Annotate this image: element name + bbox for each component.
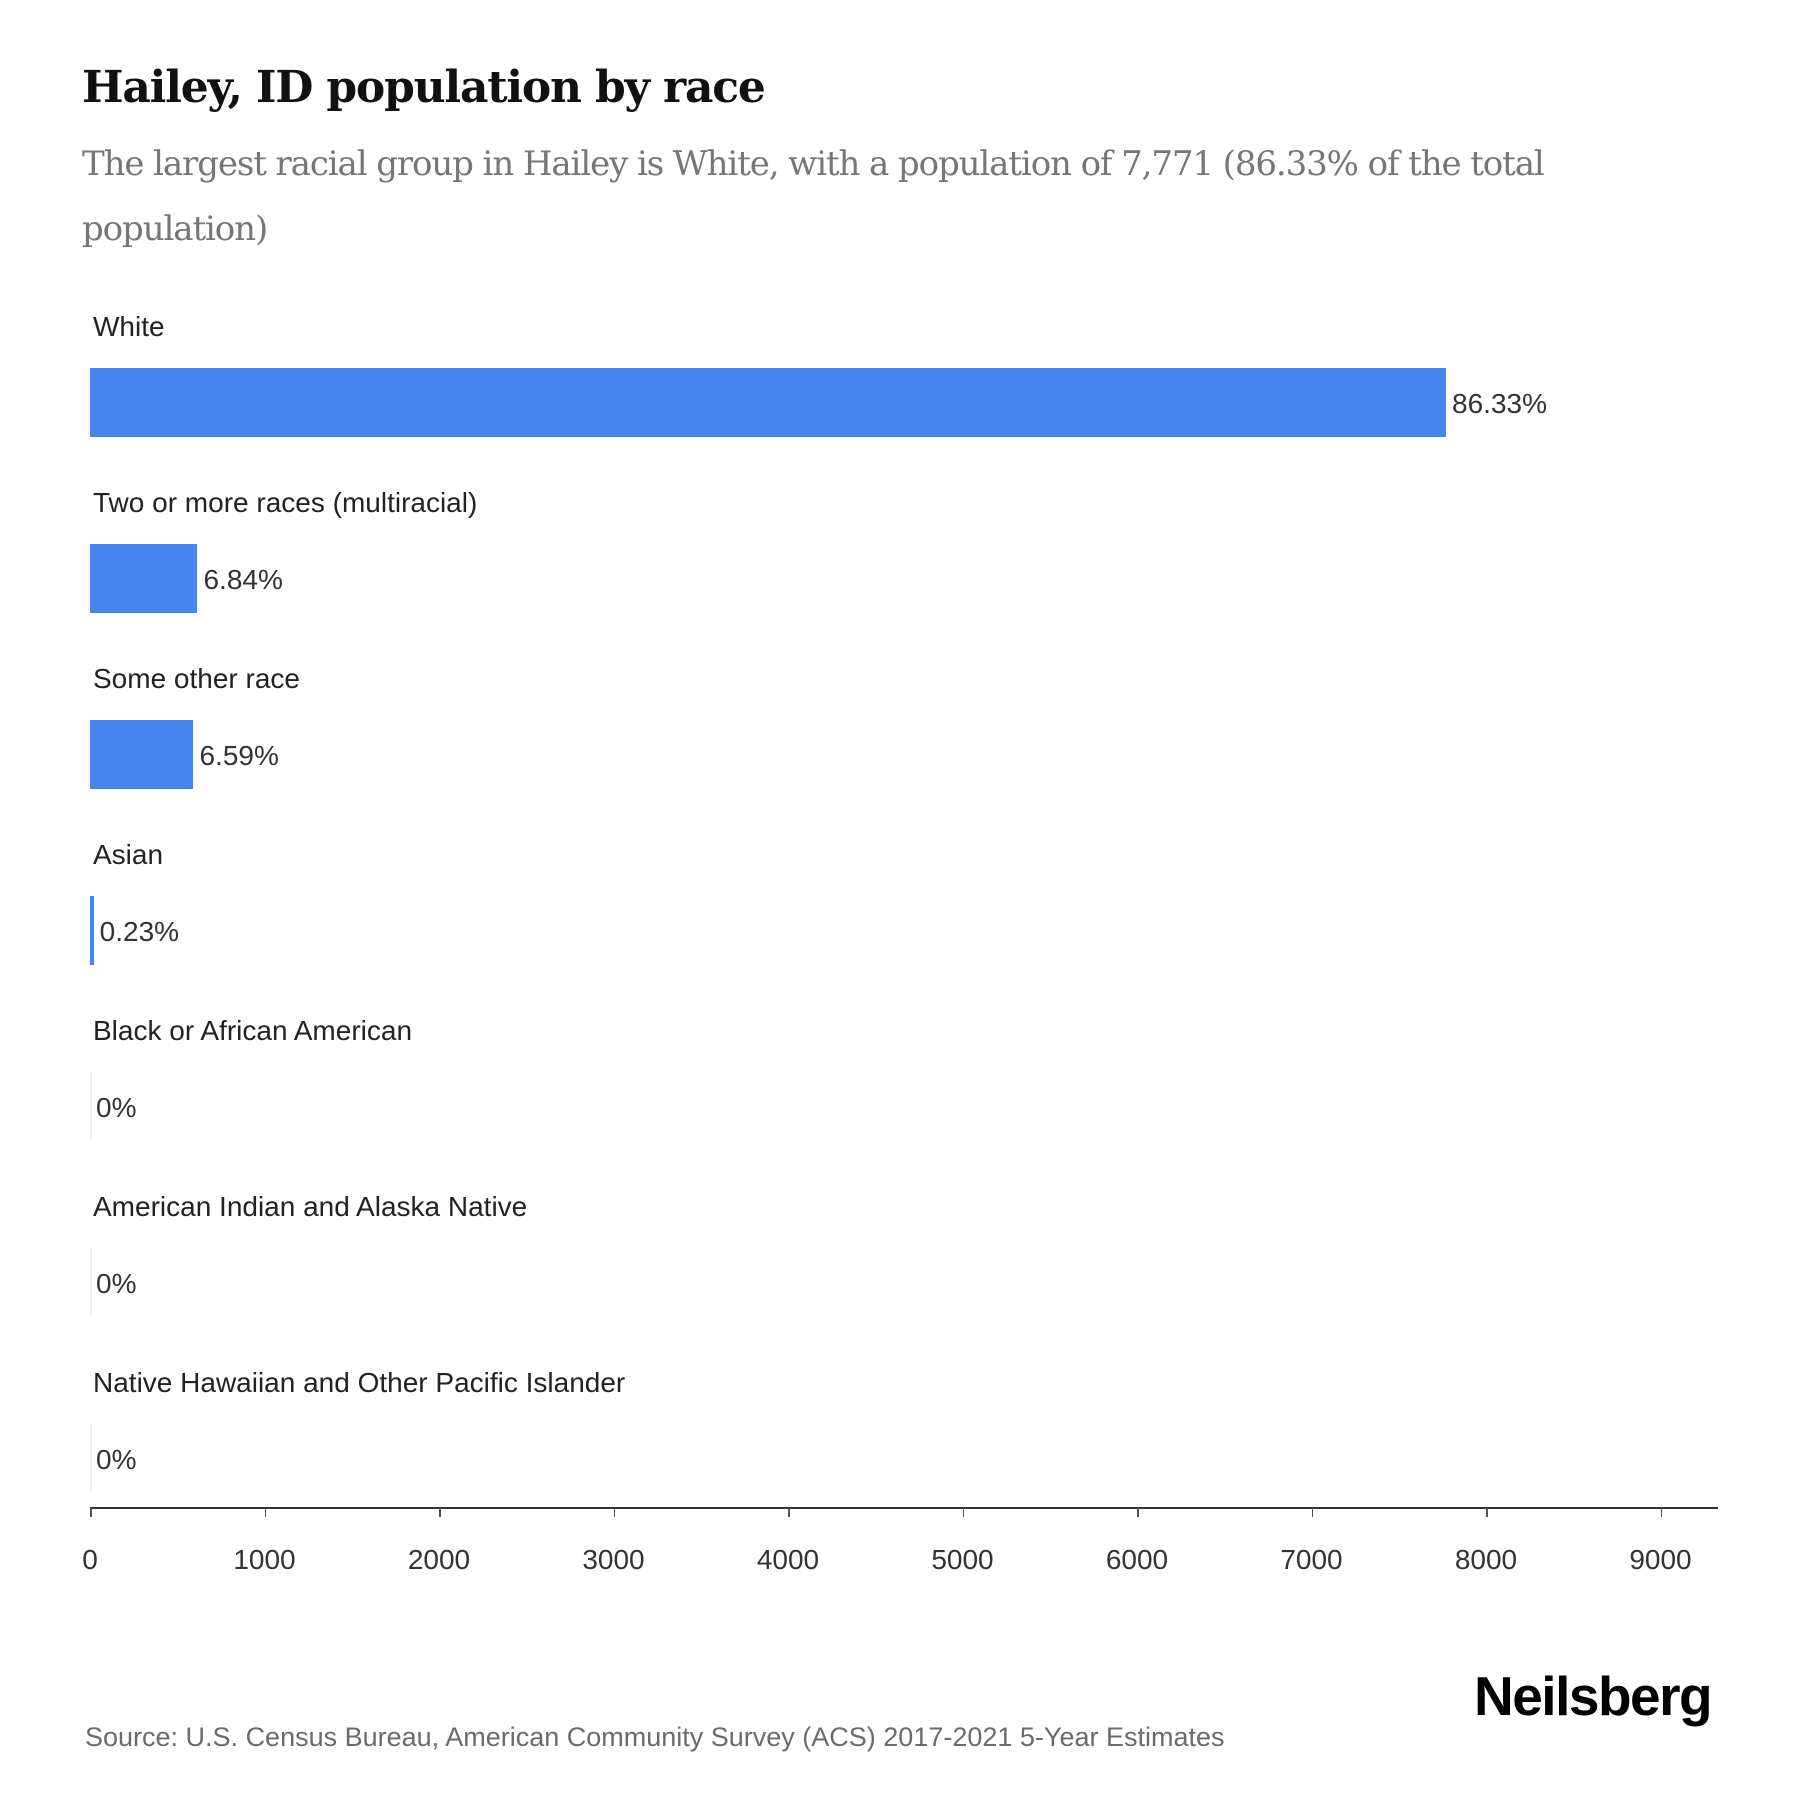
value-label: 0%	[96, 1268, 137, 1299]
category-label: Asian	[93, 839, 164, 870]
x-axis-tick	[264, 1508, 266, 1517]
bar	[90, 1072, 92, 1141]
x-axis-tick	[788, 1508, 790, 1517]
bar	[90, 1424, 92, 1493]
x-axis-tick	[1137, 1508, 1139, 1517]
page-title: Hailey, ID population by race	[82, 62, 766, 113]
x-axis-tick-label: 3000	[582, 1544, 645, 1575]
x-axis-tick-label: 8000	[1454, 1544, 1518, 1575]
bar	[90, 720, 194, 789]
x-axis-tick	[613, 1508, 615, 1517]
x-axis-tick	[439, 1508, 441, 1517]
category-label: American Indian and Alaska Native	[93, 1191, 528, 1222]
value-label: 0%	[96, 1444, 137, 1475]
category-label: Black or African American	[93, 1015, 413, 1046]
x-axis-tick-label: 1000	[233, 1544, 296, 1575]
x-axis-tick	[1660, 1508, 1662, 1517]
value-label: 86.33%	[1452, 388, 1547, 419]
x-axis-line	[90, 1507, 1718, 1509]
value-label: 0%	[96, 1092, 137, 1123]
x-axis-tick-label: 2000	[407, 1544, 471, 1575]
source-note: Source: U.S. Census Bureau, American Com…	[85, 1722, 1225, 1752]
bar	[90, 368, 1447, 437]
x-axis-tick-label: 9000	[1629, 1544, 1692, 1575]
x-axis-tick-label: 0	[82, 1544, 98, 1575]
neilsberg-logo: Neilsberg	[1474, 1665, 1713, 1727]
x-axis-tick-label: 7000	[1280, 1544, 1343, 1575]
x-axis-tick	[1486, 1508, 1488, 1517]
x-axis-tick	[962, 1508, 964, 1517]
value-label: 6.84%	[203, 564, 283, 595]
value-label: 6.59%	[199, 740, 279, 771]
category-label: Native Hawaiian and Other Pacific Island…	[93, 1367, 626, 1398]
x-axis-tick-label: 6000	[1105, 1544, 1169, 1575]
bar	[90, 896, 94, 965]
x-axis-tick-label: 4000	[756, 1544, 820, 1575]
value-label: 0.23%	[99, 916, 180, 947]
page-subtitle: The largest racial group in Hailey is Wh…	[82, 144, 1545, 249]
bar	[90, 1248, 92, 1317]
x-axis-tick-label: 5000	[931, 1544, 994, 1575]
bar	[90, 544, 198, 613]
category-label: Some other race	[93, 663, 300, 694]
x-axis-tick	[1311, 1508, 1313, 1517]
category-label: White	[93, 311, 165, 342]
category-label: Two or more races (multiracial)	[93, 487, 478, 518]
x-axis-tick	[90, 1508, 92, 1517]
